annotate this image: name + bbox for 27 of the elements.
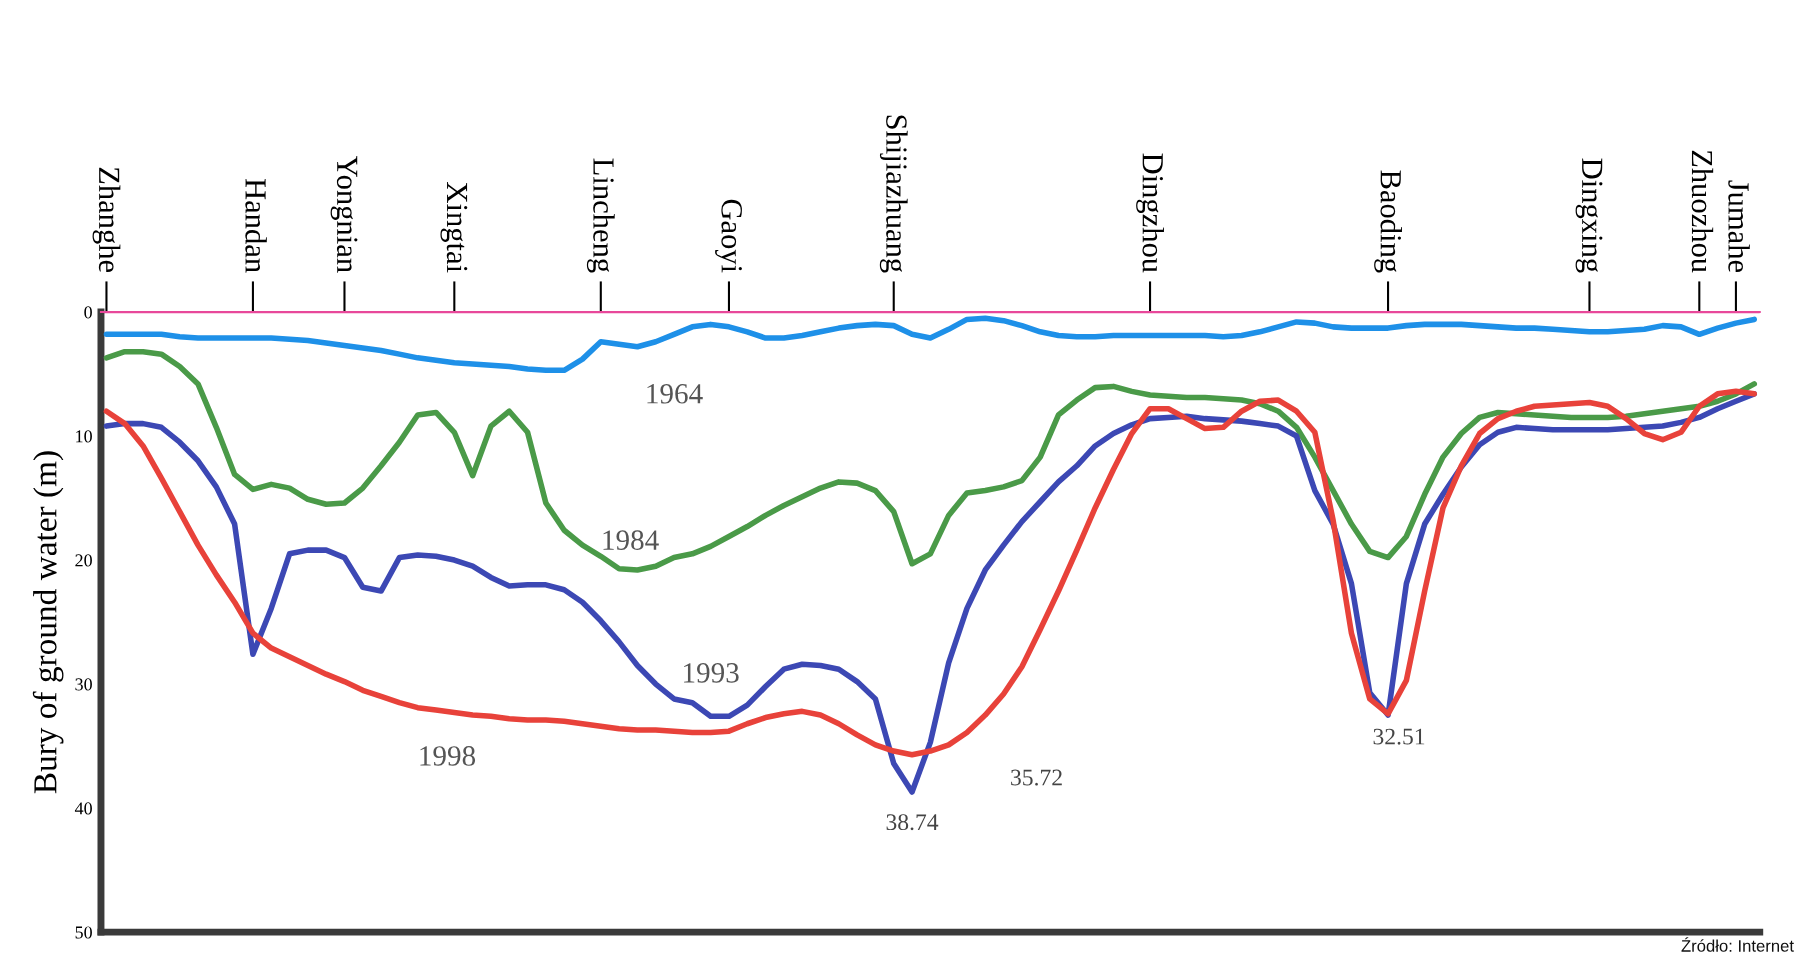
x-tick-label: Lincheng <box>586 158 615 273</box>
series-label: 1964 <box>647 384 703 404</box>
x-tick-label: Jumahe <box>1728 180 1750 273</box>
text: Źródło: Internet <box>1681 937 1794 952</box>
annotation: 32.51 <box>1373 728 1425 745</box>
series-label: 1998 <box>420 746 476 766</box>
y-tick-label: 40 <box>74 802 92 815</box>
y-tick-label: 50 <box>75 926 92 939</box>
y-axis-title: Bury of ground water (m) <box>32 451 64 794</box>
y-tick-label: 20 <box>75 554 92 567</box>
x-tick-label: Zhanghe <box>92 167 121 273</box>
x-tick-label: Dingxing <box>1575 158 1603 273</box>
y-tick-label: 0 <box>84 306 92 319</box>
x-tick-label: Shijiazhuang <box>879 115 908 273</box>
x-tick-label: Zhuozhou <box>1691 150 1714 273</box>
series-label: 1984 <box>603 530 659 550</box>
x-tick-label: Dingzhou <box>1136 153 1164 273</box>
series-label: 1993 <box>684 663 739 683</box>
x-tick-label: Gaoyi <box>715 199 742 273</box>
x-tick-label: Yongnian <box>330 155 358 273</box>
annotation: 35.72 <box>1011 769 1062 786</box>
x-tick-label: Handan <box>245 178 267 273</box>
x-tick-label: Xingtai <box>440 182 468 273</box>
x-tick-label: Baoding <box>1374 170 1402 273</box>
y-tick-label: 30 <box>75 678 92 691</box>
y-tick-label: 10 <box>76 430 92 443</box>
annotation: 38.74 <box>886 814 939 831</box>
